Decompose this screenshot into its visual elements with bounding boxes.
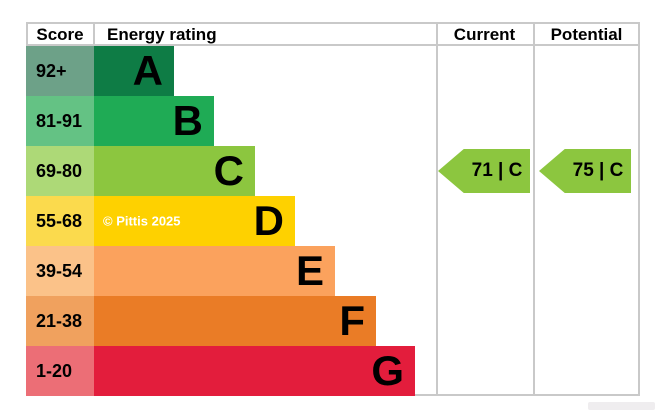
epc-rating-chart: Score Energy rating Current Potential 92… bbox=[26, 22, 640, 396]
band-row-g: 1-20 G bbox=[26, 346, 640, 396]
band-letter-c: C bbox=[213, 147, 244, 194]
band-letter-f: F bbox=[339, 297, 365, 344]
energy-band-bar-c: C bbox=[94, 146, 255, 196]
current-column-divider bbox=[436, 22, 438, 396]
band-letter-e: E bbox=[295, 247, 324, 294]
energy-band-bar-e: E bbox=[94, 246, 335, 296]
energy-rating-column-header: Energy rating bbox=[107, 25, 217, 44]
score-range-a: 92+ bbox=[26, 46, 94, 96]
band-row-e: 39-54 E bbox=[26, 246, 640, 296]
potential-column-divider bbox=[533, 22, 535, 396]
energy-band-bar-d: © Pittis 2025 D bbox=[94, 196, 295, 246]
score-range-c: 69-80 bbox=[26, 146, 94, 196]
current-rating-value: 71 | C bbox=[471, 160, 523, 181]
score-range-d: 55-68 bbox=[26, 196, 94, 246]
score-column-header: Score bbox=[36, 25, 84, 44]
band-row-d: 55-68 © Pittis 2025 D bbox=[26, 196, 640, 246]
table-right-border bbox=[638, 22, 640, 396]
energy-band-bar-a: A bbox=[94, 46, 174, 96]
score-range-b: 81-91 bbox=[26, 96, 94, 146]
score-column-divider bbox=[93, 22, 95, 46]
score-range-f: 21-38 bbox=[26, 296, 94, 346]
energy-band-bar-g: G bbox=[94, 346, 415, 396]
band-row-c: 69-80 C bbox=[26, 146, 640, 196]
copyright-text: © Pittis 2025 bbox=[103, 213, 181, 229]
faint-watermark bbox=[588, 402, 655, 410]
potential-column-header: Potential bbox=[550, 25, 623, 44]
band-letter-d: D bbox=[253, 197, 284, 244]
table-left-border bbox=[26, 22, 28, 46]
energy-band-bar-b: B bbox=[94, 96, 214, 146]
band-letter-b: B bbox=[172, 97, 203, 144]
potential-rating-value: 75 | C bbox=[572, 160, 624, 181]
band-letter-g: G bbox=[371, 347, 404, 394]
energy-band-bar-f: F bbox=[94, 296, 376, 346]
current-column-header: Current bbox=[453, 25, 516, 44]
header-divider bbox=[26, 44, 640, 46]
band-row-a: 92+ A bbox=[26, 46, 640, 96]
score-range-e: 39-54 bbox=[26, 246, 94, 296]
band-row-b: 81-91 B bbox=[26, 96, 640, 146]
score-range-g: 1-20 bbox=[26, 346, 94, 396]
band-letter-a: A bbox=[132, 47, 163, 94]
band-row-f: 21-38 F bbox=[26, 296, 640, 346]
table-top-border bbox=[26, 22, 640, 24]
